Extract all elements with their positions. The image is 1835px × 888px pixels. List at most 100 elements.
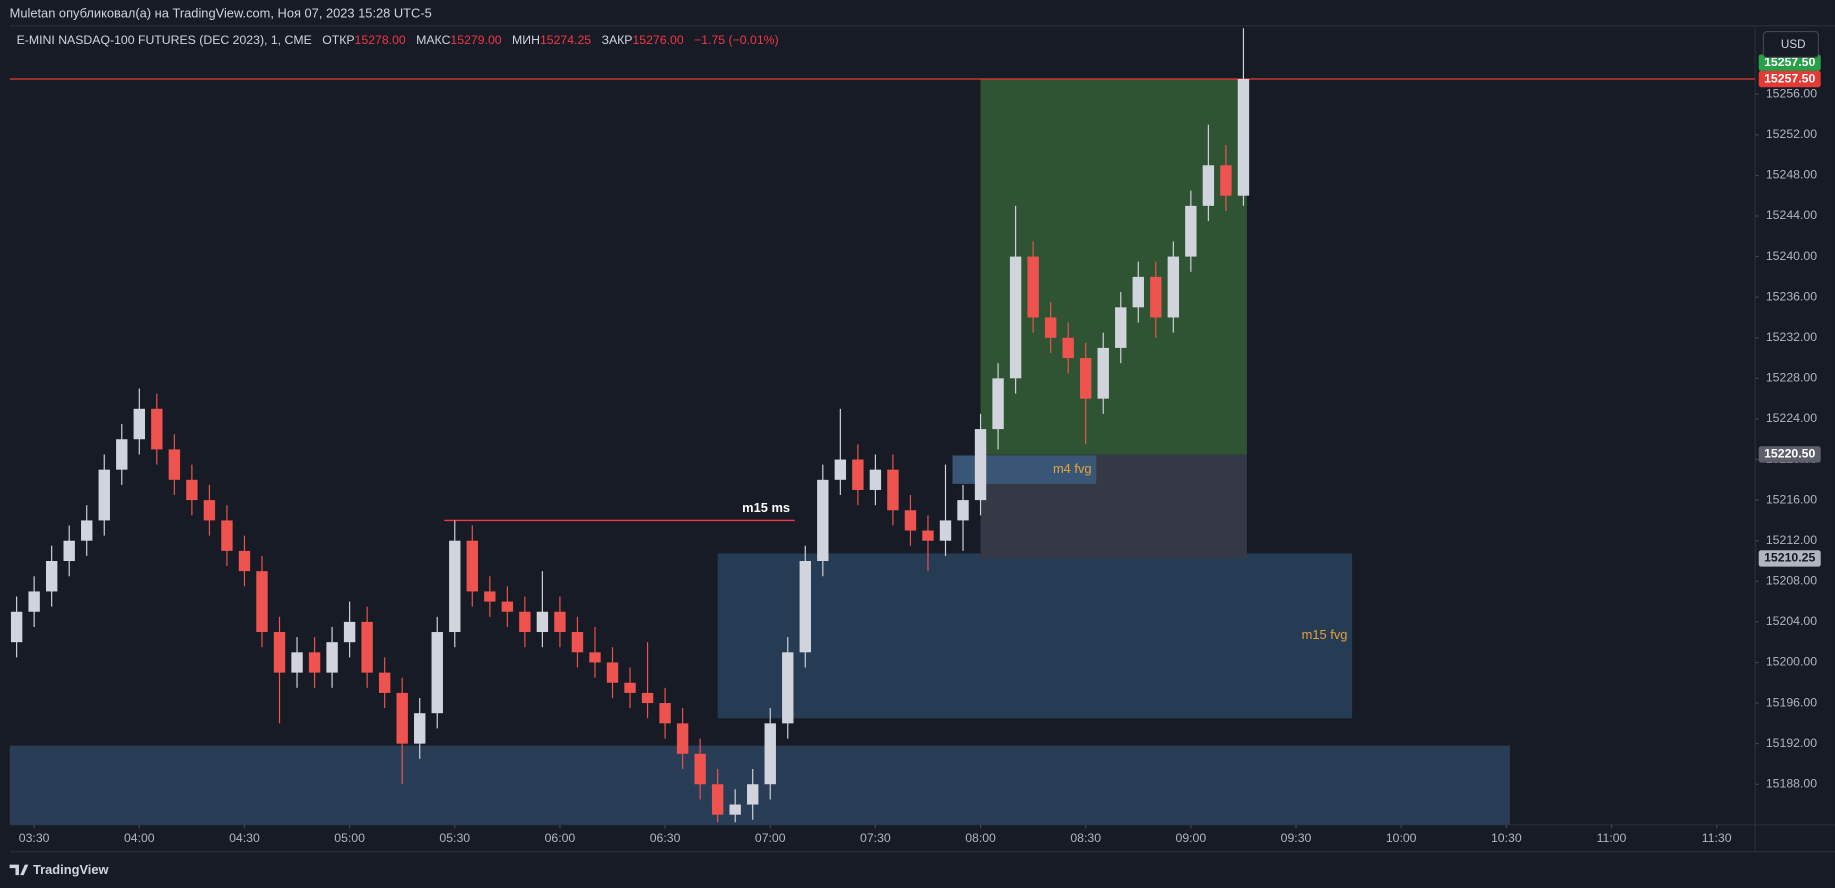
candle-body (1150, 276, 1162, 318)
candle-body (554, 611, 566, 633)
candle-body (641, 692, 654, 704)
candle-body (1185, 205, 1197, 257)
candle-body (133, 408, 145, 440)
candle-body (782, 652, 794, 724)
x-tick-label: 11:00 (1597, 831, 1627, 845)
zone-label: m4 fvg (1053, 461, 1092, 476)
candle-body (1080, 358, 1092, 399)
candle-body (1027, 256, 1039, 318)
candle-body (659, 703, 671, 724)
candle-body (676, 723, 689, 754)
candle-body (536, 611, 549, 633)
x-tick-label: 10:00 (1386, 831, 1417, 845)
candle-body (151, 408, 163, 450)
candle-body (484, 591, 496, 602)
candle-body (1237, 79, 1250, 196)
candle-body (817, 479, 829, 561)
x-tick-label: 03:30 (19, 831, 50, 845)
y-tick-label: 15224.00 (1766, 411, 1817, 425)
legend-key: ЗАКР (602, 33, 633, 47)
price-label: 15210.25 (1764, 551, 1815, 565)
footer-text: TradingView (33, 862, 110, 877)
price-label: 15220.50 (1764, 447, 1815, 461)
y-tick-label: 15252.00 (1766, 127, 1817, 141)
zone (717, 553, 1353, 719)
candle-body (45, 560, 58, 592)
legend-key: ОТКР (322, 33, 354, 47)
candle-body (1062, 337, 1074, 359)
candle-body (957, 500, 969, 521)
candle-body (466, 540, 478, 592)
x-tick-label: 08:30 (1070, 831, 1101, 845)
zone (9, 745, 1510, 825)
candle-body (747, 784, 759, 805)
candle-body (378, 672, 391, 693)
candle-body (291, 652, 303, 673)
candle-body (904, 510, 917, 531)
candle-body (887, 469, 899, 511)
x-tick-label: 07:30 (860, 831, 891, 845)
x-tick-label: 06:00 (545, 831, 576, 845)
candle-body (1220, 165, 1232, 196)
candle-body (869, 469, 882, 490)
y-tick-label: 15196.00 (1766, 695, 1817, 709)
candle-body (694, 753, 706, 785)
price-label-box (1758, 446, 1821, 463)
x-tick-label: 06:30 (650, 831, 681, 845)
candle-body (834, 459, 847, 480)
candle-body (992, 378, 1004, 430)
candle-body (28, 591, 40, 612)
y-tick-label: 15256.00 (1766, 86, 1817, 100)
legend-value: 15279.00 (450, 33, 501, 47)
legend-value: 15278.00 (355, 33, 406, 47)
candle-body (203, 500, 216, 521)
candle-body (449, 540, 461, 633)
y-tick-label: 15204.00 (1766, 614, 1817, 628)
candle-body (81, 520, 93, 541)
x-tick-label: 04:00 (124, 831, 155, 845)
x-tick-label: 05:00 (334, 831, 365, 845)
candle-body (729, 804, 741, 815)
candle-body (519, 611, 531, 633)
price-label: 15257.50 (1764, 71, 1815, 85)
candle-body (711, 784, 724, 815)
price-label-box (1758, 54, 1821, 71)
y-tick-label: 15208.00 (1766, 574, 1817, 588)
y-tick-label: 15200.00 (1766, 655, 1817, 669)
legend-key: МИН (512, 33, 540, 47)
candle-body (98, 469, 110, 521)
candle-body (1009, 256, 1022, 379)
candle-body (1115, 307, 1127, 348)
price-label-box (1758, 550, 1821, 567)
candle-body (624, 682, 636, 693)
x-tick-label: 08:00 (965, 831, 996, 845)
candle-body (186, 479, 198, 501)
axes: 15188.00 15192.00 15196.00 15200.00 15204.00… (19, 54, 1821, 845)
y-tick-label: 15228.00 (1766, 371, 1817, 385)
candle-body (939, 520, 952, 541)
zone (980, 79, 1247, 455)
candle-body (1044, 317, 1057, 338)
currency-button[interactable] (1762, 31, 1819, 58)
candle-body (116, 439, 128, 470)
candle-body (1167, 256, 1180, 318)
x-tick-label: 09:00 (1176, 831, 1207, 845)
candle-body (589, 652, 601, 663)
legend-value: 15276.00 (632, 33, 683, 47)
x-tick-label: 11:30 (1702, 831, 1732, 845)
candle-body (326, 642, 338, 673)
candle-body (431, 632, 443, 714)
candle-body (256, 571, 268, 633)
y-tick-label: 15236.00 (1766, 289, 1817, 303)
candle-body (343, 621, 356, 643)
candle-body (396, 692, 408, 744)
candle-body (414, 713, 426, 744)
y-tick-label: 15212.00 (1766, 533, 1817, 547)
x-tick-label: 05:30 (439, 831, 470, 845)
currency[interactable]: USD (1781, 38, 1806, 51)
symbol: E-MINI NASDAQ-100 FUTURES (DEC 2023), 1,… (17, 33, 312, 47)
x-tick-label: 04:30 (229, 831, 260, 845)
legend: E-MINI NASDAQ-100 FUTURES (DEC 2023), 1,… (17, 33, 779, 47)
candle-body (168, 449, 181, 480)
